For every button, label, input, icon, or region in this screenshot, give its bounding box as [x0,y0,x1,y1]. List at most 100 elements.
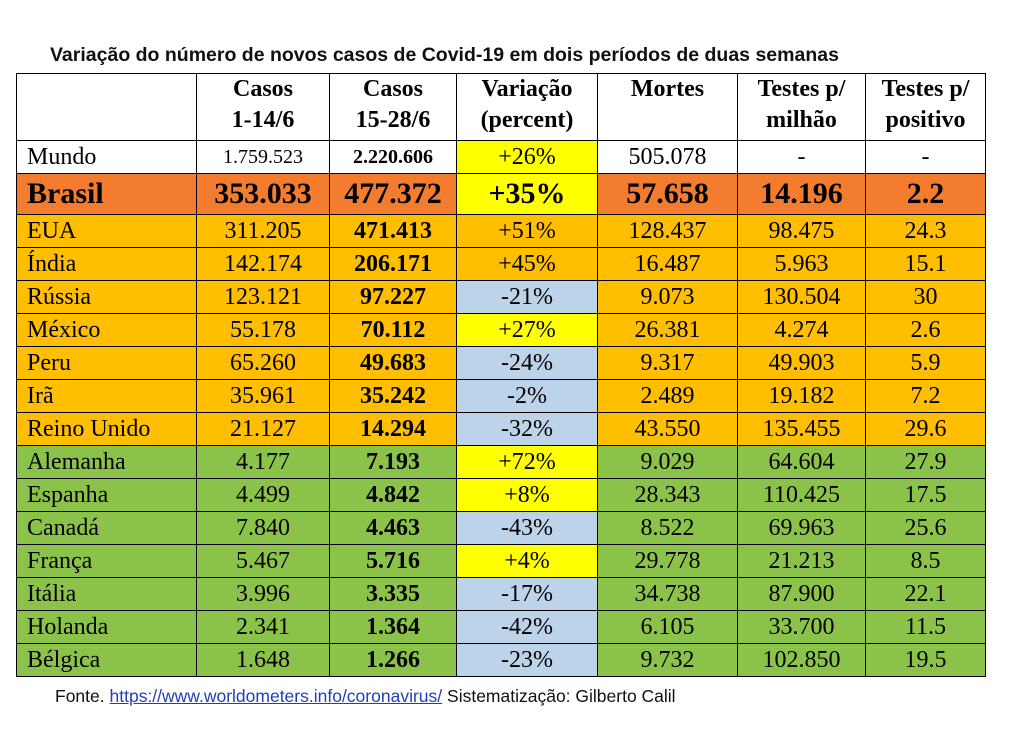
cell-cases-1-14: 3.996 [196,577,330,611]
cell-cases-15-28: 477.372 [329,173,457,215]
cell-country: Índia [16,247,197,281]
cell-tests-per-positive: 2.6 [865,313,986,347]
footer-prefix: Fonte. [55,686,105,706]
cell-tests-per-million: 14.196 [737,173,866,215]
cell-cases-1-14: 2.341 [196,610,330,644]
cell-tests-per-positive: 15.1 [865,247,986,281]
table-row: Rússia 123.121 97.227 -21% 9.073 130.504 30 [16,280,986,314]
table-title: Variação do número de novos casos de Cov… [50,44,839,66]
table-row: EUA 311.205 471.413 +51% 128.437 98.475 24.3 [16,214,986,248]
cell-cases-1-14: 4.177 [196,445,330,479]
cell-tests-per-million: 5.963 [737,247,866,281]
table-row: Alemanha 4.177 7.193 +72% 9.029 64.604 27.9 [16,445,986,479]
cell-deaths: 8.522 [597,511,738,545]
cell-cases-15-28: 4.463 [329,511,457,545]
cell-cases-15-28: 4.842 [329,478,457,512]
cell-variation: -42% [456,610,598,644]
cell-deaths: 128.437 [597,214,738,248]
cell-cases-1-14: 1.759.523 [196,140,330,174]
cell-tests-per-positive: 25.6 [865,511,986,545]
cell-deaths: 6.105 [597,610,738,644]
cell-tests-per-positive: 19.5 [865,643,986,677]
source-link[interactable]: https://www.worldometers.info/coronaviru… [109,686,443,706]
cell-country: Peru [16,346,197,380]
header-row: Casos 1-14/6 Casos 15-28/6 Variação (percen… [16,73,986,141]
cell-tests-per-million: 102.850 [737,643,866,677]
table-row: Mundo 1.759.523 2.220.606 +26% 505.078- - [16,140,986,174]
table-row: Espanha 4.499 4.842 +8% 28.343 110.425 17.5 [16,478,986,512]
cell-cases-15-28: 3.335 [329,577,457,611]
cell-variation: +4% [456,544,598,578]
cell-cases-15-28: 206.171 [329,247,457,281]
cell-variation: +72% [456,445,598,479]
cell-cases-15-28: 35.242 [329,379,457,413]
header-deaths: Mortes [597,73,738,141]
cell-cases-1-14: 311.205 [196,214,330,248]
cell-country: Espanha [16,478,197,512]
cell-tests-per-million: 4.274 [737,313,866,347]
header-variation: Variação (percent) [456,73,598,141]
cell-country: Rússia [16,280,197,314]
header-tests-per-million: Testes p/milhão [737,73,866,141]
covid-table: Casos 1-14/6 Casos 15-28/6 Variação (percen… [16,73,986,677]
cell-cases-15-28: 5.716 [329,544,457,578]
cell-cases-15-28: 1.266 [329,643,457,677]
cell-cases-15-28: 49.683 [329,346,457,380]
cell-tests-per-positive: 7.2 [865,379,986,413]
cell-variation: +35% [456,173,598,215]
cell-variation: -24% [456,346,598,380]
cell-tests-per-million: 69.963 [737,511,866,545]
cell-tests-per-positive: 22.1 [865,577,986,611]
cell-deaths: 26.381 [597,313,738,347]
cell-cases-1-14: 55.178 [196,313,330,347]
cell-variation: -2% [456,379,598,413]
cell-country: Reino Unido [16,412,197,446]
cell-cases-1-14: 65.260 [196,346,330,380]
cell-deaths: 16.487 [597,247,738,281]
cell-deaths: 2.489 [597,379,738,413]
cell-tests-per-million: - [737,140,866,174]
cell-country: EUA [16,214,197,248]
cell-country: Bélgica [16,643,197,677]
cell-tests-per-million: 98.475 [737,214,866,248]
cell-tests-per-positive: 24.3 [865,214,986,248]
cell-cases-1-14: 123.121 [196,280,330,314]
table-row: Brasil 353.033 477.372 +35% 57.658 14.196 2.2 [16,173,986,215]
cell-tests-per-million: 135.455 [737,412,866,446]
cell-tests-per-million: 49.903 [737,346,866,380]
cell-cases-15-28: 1.364 [329,610,457,644]
header-cases-1-14: Casos 1-14/6 [196,73,330,141]
cell-tests-per-positive: 5.9 [865,346,986,380]
cell-country: Alemanha [16,445,197,479]
cell-cases-1-14: 4.499 [196,478,330,512]
header-country [16,73,197,141]
cell-tests-per-positive: - [865,140,986,174]
cell-variation: -43% [456,511,598,545]
cell-deaths: 34.738 [597,577,738,611]
cell-variation: +26% [456,140,598,174]
table-row: Itália 3.996 3.335 -17% 34.738 87.900 22.1 [16,577,986,611]
cell-cases-1-14: 21.127 [196,412,330,446]
cell-deaths: 9.029 [597,445,738,479]
cell-cases-1-14: 35.961 [196,379,330,413]
cell-tests-per-million: 21.213 [737,544,866,578]
cell-deaths: 28.343 [597,478,738,512]
cell-country: México [16,313,197,347]
cell-deaths: 57.658 [597,173,738,215]
cell-variation: -21% [456,280,598,314]
cell-tests-per-positive: 27.9 [865,445,986,479]
cell-cases-1-14: 5.467 [196,544,330,578]
cell-variation: +51% [456,214,598,248]
cell-variation: +8% [456,478,598,512]
cell-cases-1-14: 353.033 [196,173,330,215]
cell-cases-15-28: 471.413 [329,214,457,248]
cell-cases-15-28: 7.193 [329,445,457,479]
cell-tests-per-positive: 17.5 [865,478,986,512]
cell-deaths: 43.550 [597,412,738,446]
table-row: Peru 65.260 49.683 -24% 9.317 49.903 5.9 [16,346,986,380]
cell-cases-1-14: 142.174 [196,247,330,281]
cell-cases-1-14: 7.840 [196,511,330,545]
cell-tests-per-positive: 29.6 [865,412,986,446]
table-row: Irã 35.961 35.242 -2% 2.489 19.182 7.2 [16,379,986,413]
cell-country: Itália [16,577,197,611]
